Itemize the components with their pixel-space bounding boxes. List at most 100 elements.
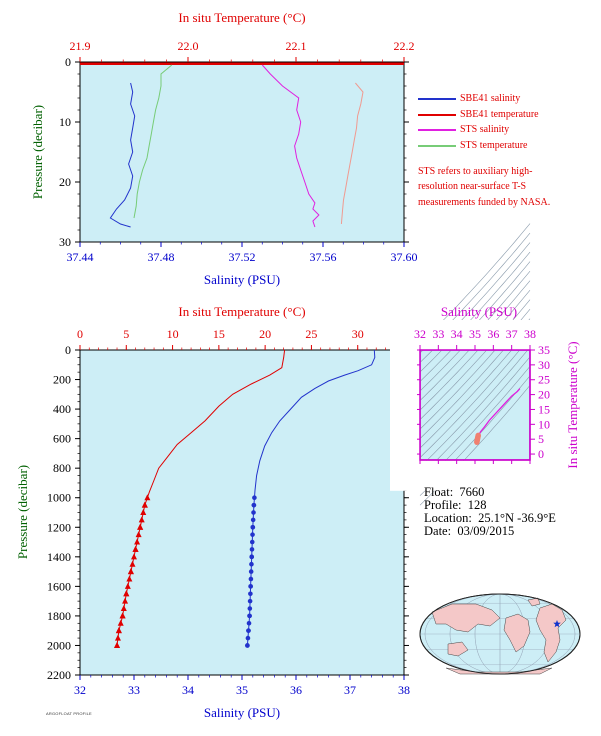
x-axis-title: Salinity (PSU) <box>204 272 280 287</box>
profile-row: Profile: 128 <box>424 499 556 512</box>
temperature-marker <box>138 516 145 523</box>
salinity-marker <box>249 547 255 552</box>
y-tick-label: 0 <box>65 55 71 69</box>
temperature-marker <box>129 560 136 567</box>
temperature-marker <box>135 531 142 538</box>
x-tick-label-salinity: 33 <box>128 683 140 697</box>
ts-deep-marker <box>475 432 482 439</box>
x2-axis-title: In situ Temperature (°C) <box>178 304 305 319</box>
series-sbe41-salinity <box>109 82 136 228</box>
salinity-marker <box>251 510 256 515</box>
x2-tick-label-temperature: 20 <box>259 327 271 341</box>
legend-label: SBE41 temperature <box>460 108 539 120</box>
ts-y-tick-label: 20 <box>538 388 550 402</box>
float-location-star <box>553 620 561 628</box>
salinity-marker <box>250 532 255 537</box>
temperature-marker <box>131 553 137 560</box>
series-sbe41-temperature <box>116 349 286 646</box>
y-tick-label: 1600 <box>47 579 71 593</box>
ts-x-tick-label: 32 <box>414 327 426 341</box>
salinity-marker <box>247 606 253 611</box>
temperature-marker <box>127 568 134 575</box>
series-sts-temperature <box>133 64 173 219</box>
legend-swatch <box>418 129 456 131</box>
salinity-marker <box>246 628 251 633</box>
x2-tick-label-temperature: 10 <box>167 327 179 341</box>
x2-axis-title: In situ Temperature (°C) <box>178 10 305 25</box>
salinity-marker <box>245 643 250 648</box>
x2-tick-label-temperature: 30 <box>352 327 364 341</box>
ts-x-tick-label: 33 <box>432 327 444 341</box>
location-label: Location: <box>424 511 472 525</box>
salinity-marker <box>250 524 256 530</box>
salinity-marker <box>249 539 255 545</box>
temperature-marker <box>144 494 151 501</box>
x-tick-label-salinity: 37.44 <box>67 250 94 264</box>
salinity-marker <box>246 620 252 626</box>
temperature-marker <box>123 590 130 597</box>
legend-item-sbe41-temperature: SBE41 temperature <box>418 107 539 123</box>
legend-label: STS salinity <box>460 124 510 135</box>
x-tick-label-salinity: 38 <box>398 683 410 697</box>
y-tick-label: 2200 <box>47 668 71 682</box>
ts-x-tick-label: 34 <box>451 327 463 341</box>
salinity-marker <box>247 613 252 619</box>
salinity-marker <box>248 584 253 589</box>
date-row: Date: 03/09/2015 <box>424 525 556 538</box>
legend-item-sbe41-salinity: SBE41 salinity <box>418 91 539 107</box>
x2-tick-label-temperature: 0 <box>77 327 83 341</box>
legend-swatch <box>418 113 456 116</box>
x-tick-label-salinity: 32 <box>74 683 86 697</box>
x2-tick-label-temperature: 21.9 <box>70 39 91 53</box>
x-tick-label-salinity: 35 <box>236 683 248 697</box>
y-axis-title: Pressure (decibar) <box>15 465 30 559</box>
temperature-marker <box>122 597 129 604</box>
float-row: Float: 7660 <box>424 486 556 499</box>
temperature-marker <box>114 634 121 641</box>
profile-value: 128 <box>467 498 487 512</box>
temperature-marker <box>115 627 122 634</box>
temperature-marker <box>140 509 147 515</box>
date-label: Date: <box>424 524 452 538</box>
y-tick-label: 1000 <box>47 491 71 505</box>
density-contour <box>419 251 531 373</box>
temperature-marker <box>120 605 127 612</box>
float-label: Float: <box>424 485 454 499</box>
x-tick-label-salinity: 37.52 <box>229 250 256 264</box>
x-tick-label-salinity: 37.60 <box>391 250 418 264</box>
density-contour <box>419 356 531 477</box>
salinity-marker <box>248 569 254 574</box>
y-axis-title: Pressure (decibar) <box>30 105 45 199</box>
density-contour <box>419 347 531 468</box>
map-land <box>503 613 531 653</box>
density-contour <box>419 337 531 458</box>
legend: SBE41 salinity SBE41 temperature STS sal… <box>418 91 539 153</box>
temperature-marker <box>117 619 124 626</box>
credit-text: ARGOFLOAT PROFILE <box>46 711 92 716</box>
temperature-marker <box>137 523 144 530</box>
x-tick-label-salinity: 37.56 <box>310 250 337 264</box>
x2-tick-label-temperature: 22.2 <box>394 39 415 53</box>
map-land <box>527 597 541 607</box>
location-value: 25.1°N -36.9°E <box>478 511 556 525</box>
salinity-marker <box>250 517 256 523</box>
date-value: 03/09/2015 <box>457 524 515 538</box>
x2-tick-label-temperature: 22.0 <box>178 39 199 53</box>
temperature-marker <box>141 501 148 508</box>
salinity-marker <box>249 561 254 567</box>
legend-item-sts-salinity: STS salinity <box>418 122 539 138</box>
temperature-marker <box>132 545 139 552</box>
y-tick-label: 600 <box>53 432 71 446</box>
y-tick-label: 10 <box>59 115 71 129</box>
ts-y-tick-label: 25 <box>538 373 550 387</box>
series-sts-salinity <box>261 64 320 228</box>
profile-label: Profile: <box>424 498 462 512</box>
world-map-inset <box>419 593 581 675</box>
map-land <box>431 603 501 633</box>
density-contour <box>419 290 531 411</box>
ts-x-axis-title: Salinity (PSU) <box>441 304 517 319</box>
x2-tick-label-temperature: 25 <box>305 327 317 341</box>
salinity-marker <box>251 502 257 508</box>
ts-x-tick-label: 37 <box>506 327 518 341</box>
ts-y-axis-title: In situ Temperature (°C) <box>565 341 580 468</box>
